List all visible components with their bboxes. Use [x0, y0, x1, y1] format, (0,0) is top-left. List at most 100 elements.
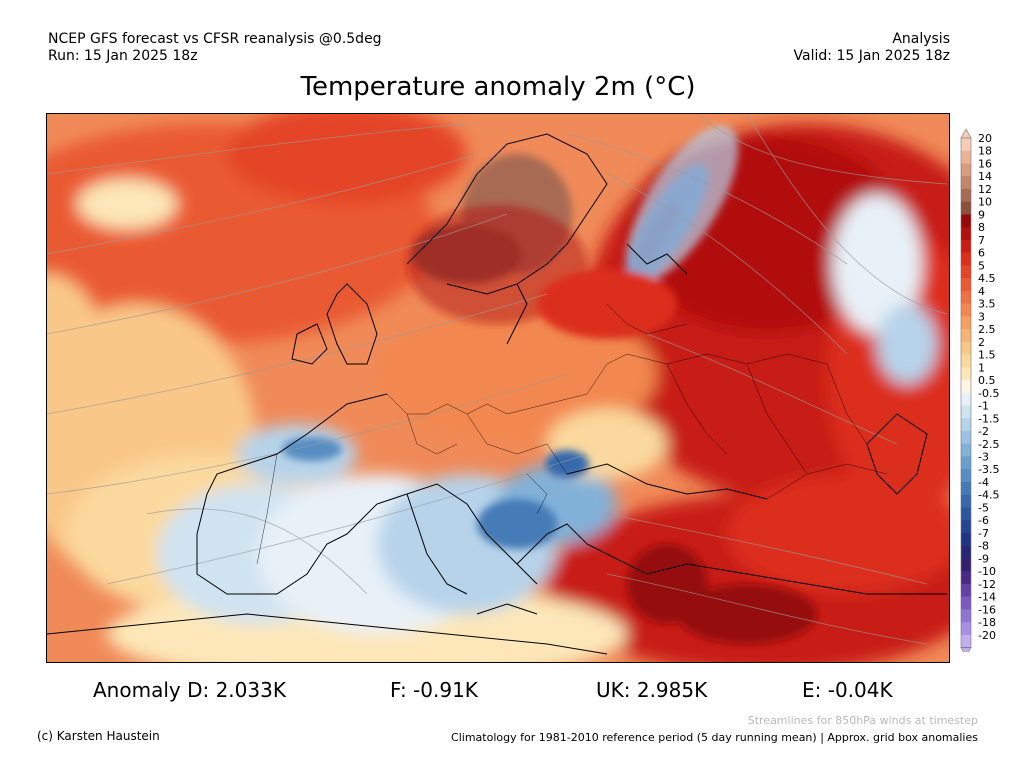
legend-label: 20 [978, 132, 992, 145]
header-left: NCEP GFS forecast vs CFSR reanalysis @0.… [48, 31, 382, 65]
legend-label: -2 [978, 425, 989, 438]
legend-label: -5 [978, 501, 989, 514]
legend-label: 3 [978, 310, 985, 323]
streamline-note: Streamlines for 850hPa winds at timestep [747, 714, 978, 727]
legend-swatch [961, 583, 971, 597]
valid-time: Valid: 15 Jan 2025 18z [793, 48, 950, 64]
run-time: Run: 15 Jan 2025 18z [48, 48, 198, 64]
legend-swatch [961, 507, 971, 521]
legend-swatch [961, 341, 971, 355]
legend-swatches [960, 128, 972, 652]
legend-swatch [961, 494, 971, 508]
legend-label: -20 [978, 629, 996, 642]
legend-swatch [961, 469, 971, 483]
legend-swatch [961, 456, 971, 470]
legend-label: -14 [978, 591, 996, 604]
legend-label: -6 [978, 514, 989, 527]
legend-swatch [961, 227, 971, 241]
legend-arrow-top [960, 128, 972, 139]
legend-arrow-bottom [960, 647, 972, 652]
legend-label: 4.5 [978, 272, 996, 285]
header-right: Analysis Valid: 15 Jan 2025 18z [794, 31, 950, 65]
legend-swatch [961, 392, 971, 406]
legend-label: -10 [978, 565, 996, 578]
legend-label: 14 [978, 170, 992, 183]
legend-label: 9 [978, 208, 985, 221]
legend-swatch [961, 609, 971, 623]
legend-label: -4 [978, 476, 989, 489]
legend-swatch [961, 176, 971, 190]
legend-swatch [961, 188, 971, 202]
legend-swatch [961, 316, 971, 330]
legend-label: 7 [978, 234, 985, 247]
legend-label: 4 [978, 285, 985, 298]
legend-label: 1 [978, 361, 985, 374]
legend-label: -18 [978, 616, 996, 629]
legend-swatch [961, 481, 971, 496]
legend-label: -0.5 [978, 387, 999, 400]
anomaly-f: F: -0.91K [390, 678, 478, 702]
legend-swatch [961, 571, 971, 585]
legend-swatch [961, 239, 971, 253]
anomaly-e: E: -0.04K [802, 678, 893, 702]
legend-label: -9 [978, 552, 989, 565]
legend-label: 2 [978, 336, 985, 349]
legend-label: 6 [978, 247, 985, 260]
legend-label: -1.5 [978, 412, 999, 425]
credit: (c) Karsten Haustein [37, 729, 160, 743]
legend-label: 8 [978, 221, 985, 234]
legend-swatch [961, 163, 971, 177]
legend-swatch [961, 138, 971, 152]
legend-swatch [961, 622, 971, 636]
legend-label: 12 [978, 183, 992, 196]
anomaly-map [46, 113, 950, 663]
legend-label: 10 [978, 196, 992, 209]
legend-swatch [961, 520, 971, 534]
legend-label: -7 [978, 527, 989, 540]
legend-swatch [961, 367, 971, 381]
legend-label: -2.5 [978, 438, 999, 451]
legend-label: -4.5 [978, 489, 999, 502]
legend-swatch [961, 443, 971, 457]
legend-label: 1.5 [978, 349, 996, 362]
legend-swatch [961, 290, 971, 304]
legend-labels: 201816141210987654.543.532.521.510.5-0.5… [978, 132, 999, 642]
color-legend: 201816141210987654.543.532.521.510.5-0.5… [960, 128, 999, 652]
legend-swatch [961, 329, 971, 343]
legend-swatch [961, 214, 971, 228]
anomaly-uk: UK: 2.985K [596, 678, 708, 702]
legend-label: 16 [978, 157, 992, 170]
legend-swatch [961, 431, 971, 445]
analysis-label: Analysis [892, 31, 950, 47]
map-title: Temperature anomaly 2m (°C) [300, 72, 696, 102]
legend-swatch [961, 303, 971, 317]
legend-label: -8 [978, 540, 989, 553]
legend-swatch [961, 278, 971, 292]
legend-label: 2.5 [978, 323, 996, 336]
regional-anomalies: Anomaly D: 2.033K F: -0.91K UK: 2.985K E… [0, 678, 1024, 708]
model-description: NCEP GFS forecast vs CFSR reanalysis @0.… [48, 31, 382, 47]
legend-label: -3 [978, 451, 989, 464]
legend-label: -3.5 [978, 463, 999, 476]
anomaly-field [47, 114, 949, 662]
legend-swatch [961, 265, 971, 279]
legend-swatch [961, 150, 971, 164]
anomaly-d: Anomaly D: 2.033K [93, 678, 286, 702]
legend-swatch [961, 201, 971, 215]
legend-swatch [961, 354, 971, 368]
legend-swatch [961, 380, 971, 394]
legend-swatch [961, 558, 971, 572]
legend-label: 3.5 [978, 298, 996, 311]
legend-swatch [961, 634, 971, 648]
legend-label: 0.5 [978, 374, 996, 387]
legend-swatch [961, 596, 971, 610]
legend-label: -12 [978, 578, 996, 591]
legend-swatch [961, 405, 971, 419]
legend-swatch [961, 418, 971, 432]
legend-swatch [961, 532, 971, 546]
legend-swatch [961, 545, 971, 559]
legend-frame [960, 137, 972, 648]
legend-label: -16 [978, 603, 996, 616]
climatology-note: Climatology for 1981-2010 reference peri… [451, 731, 978, 744]
legend-label: 5 [978, 259, 985, 272]
